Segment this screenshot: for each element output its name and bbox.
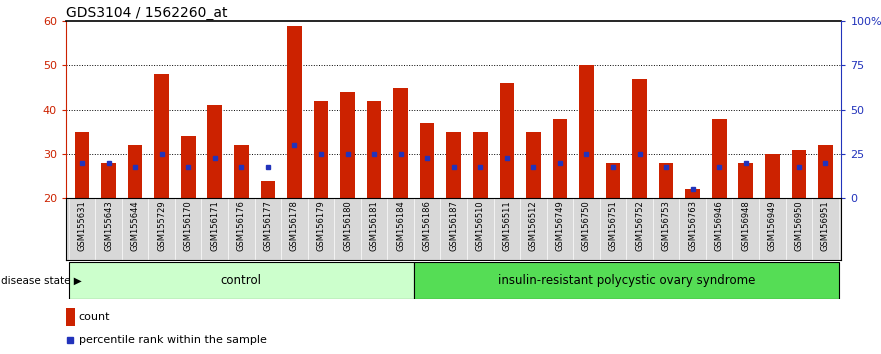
Text: GSM156751: GSM156751: [609, 200, 618, 251]
Bar: [600, 198, 626, 260]
Bar: [526, 132, 541, 198]
Bar: [175, 198, 202, 260]
Bar: [420, 123, 434, 198]
Bar: [181, 136, 196, 198]
Text: insulin-resistant polycystic ovary syndrome: insulin-resistant polycystic ovary syndr…: [498, 274, 755, 287]
Bar: [66, 308, 75, 326]
Bar: [366, 101, 381, 198]
Bar: [818, 145, 833, 198]
Text: GSM156510: GSM156510: [476, 200, 485, 251]
Bar: [679, 198, 706, 260]
Bar: [388, 198, 414, 260]
Bar: [307, 198, 334, 260]
Text: GSM156170: GSM156170: [184, 200, 193, 251]
Text: GSM156511: GSM156511: [502, 200, 511, 251]
Bar: [473, 132, 487, 198]
Text: GSM156179: GSM156179: [316, 200, 325, 251]
Bar: [340, 92, 355, 198]
Text: disease state ▶: disease state ▶: [1, 275, 82, 286]
Bar: [447, 132, 461, 198]
Bar: [765, 154, 780, 198]
Text: GSM155631: GSM155631: [78, 200, 86, 251]
Bar: [334, 198, 361, 260]
Bar: [202, 198, 228, 260]
Bar: [546, 198, 574, 260]
Text: GSM156750: GSM156750: [582, 200, 591, 251]
Bar: [69, 262, 414, 299]
Bar: [812, 198, 839, 260]
Text: GSM156176: GSM156176: [237, 200, 246, 251]
Text: GSM156512: GSM156512: [529, 200, 538, 251]
Bar: [281, 198, 307, 260]
Bar: [361, 198, 388, 260]
Bar: [234, 145, 248, 198]
Bar: [75, 132, 89, 198]
Bar: [685, 189, 700, 198]
Text: GSM156181: GSM156181: [369, 200, 379, 251]
Bar: [633, 79, 647, 198]
Bar: [520, 198, 546, 260]
Bar: [759, 198, 786, 260]
Bar: [732, 198, 759, 260]
Text: GSM155729: GSM155729: [157, 200, 167, 251]
Text: percentile rank within the sample: percentile rank within the sample: [78, 335, 267, 346]
Text: GSM156186: GSM156186: [423, 200, 432, 251]
Text: GDS3104 / 1562260_at: GDS3104 / 1562260_at: [66, 6, 227, 20]
Bar: [791, 149, 806, 198]
Text: count: count: [78, 312, 110, 322]
Text: GSM156180: GSM156180: [343, 200, 352, 251]
Text: GSM156951: GSM156951: [821, 200, 830, 251]
Bar: [414, 198, 440, 260]
Text: GSM155643: GSM155643: [104, 200, 113, 251]
Bar: [574, 198, 600, 260]
Bar: [579, 65, 594, 198]
Text: GSM156950: GSM156950: [795, 200, 803, 251]
Text: GSM156171: GSM156171: [211, 200, 219, 251]
Text: GSM156763: GSM156763: [688, 200, 697, 251]
Text: GSM156184: GSM156184: [396, 200, 405, 251]
Bar: [261, 181, 275, 198]
Bar: [154, 74, 169, 198]
Text: GSM156946: GSM156946: [714, 200, 723, 251]
Bar: [69, 198, 95, 260]
Bar: [626, 198, 653, 260]
Bar: [148, 198, 175, 260]
Bar: [712, 119, 727, 198]
Bar: [493, 198, 520, 260]
Text: GSM156187: GSM156187: [449, 200, 458, 251]
Bar: [659, 163, 673, 198]
Bar: [393, 88, 408, 198]
Bar: [552, 119, 567, 198]
Bar: [467, 198, 493, 260]
Text: GSM156749: GSM156749: [555, 200, 565, 251]
Text: GSM156752: GSM156752: [635, 200, 644, 251]
Text: GSM156948: GSM156948: [741, 200, 751, 251]
Bar: [606, 163, 620, 198]
Text: GSM156177: GSM156177: [263, 200, 272, 251]
Bar: [228, 198, 255, 260]
Bar: [287, 26, 301, 198]
Bar: [414, 262, 839, 299]
Bar: [653, 198, 679, 260]
Bar: [101, 163, 116, 198]
Bar: [440, 198, 467, 260]
Bar: [786, 198, 812, 260]
Bar: [314, 101, 329, 198]
Bar: [706, 198, 732, 260]
Bar: [128, 145, 143, 198]
Bar: [255, 198, 281, 260]
Text: GSM156753: GSM156753: [662, 200, 670, 251]
Text: GSM156178: GSM156178: [290, 200, 299, 251]
Text: control: control: [221, 274, 262, 287]
Bar: [207, 105, 222, 198]
Text: GSM156949: GSM156949: [768, 200, 777, 251]
Text: GSM155644: GSM155644: [130, 200, 139, 251]
Bar: [500, 83, 515, 198]
Bar: [95, 198, 122, 260]
Bar: [122, 198, 148, 260]
Bar: [738, 163, 753, 198]
